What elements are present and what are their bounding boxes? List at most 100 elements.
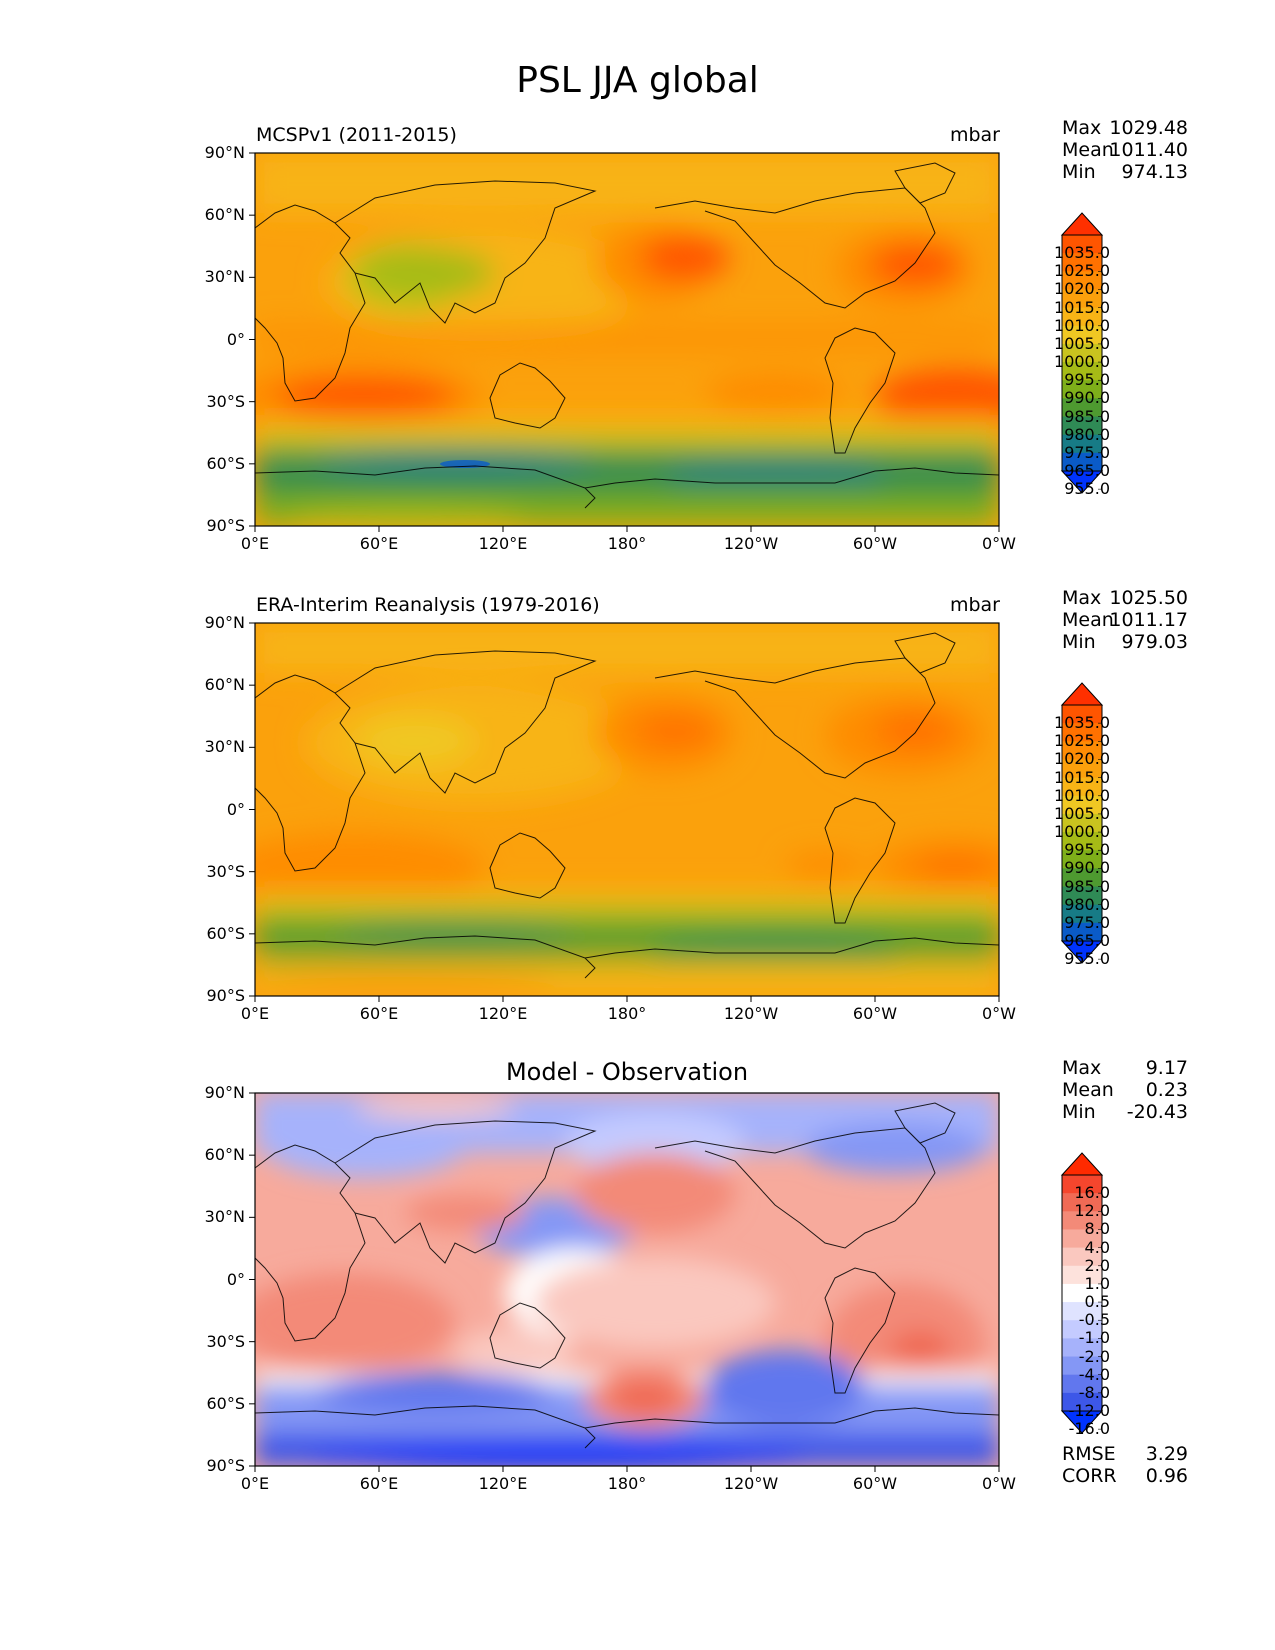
colorbar-tick-label: 16.0: [1074, 1183, 1110, 1203]
colorbar-band: [1062, 1175, 1102, 1194]
lon-tick-label: 0°E: [240, 1474, 270, 1493]
colorbar-band: [1062, 1320, 1102, 1339]
colorbar-tick-label: 980.0: [1064, 894, 1110, 914]
stat-value: 979.03: [1121, 631, 1188, 653]
colorbar-band: [1062, 271, 1102, 290]
stat-label: Min: [1062, 631, 1096, 653]
colorbar-band: [1062, 759, 1102, 779]
lon-tick-label: 120°W: [723, 1004, 779, 1023]
lat-tick-label: 60°N: [204, 1145, 245, 1165]
stat-label: Min: [1062, 161, 1096, 183]
stat-value: 1011.40: [1109, 139, 1188, 161]
lat-tick-label: 90°N: [204, 613, 245, 632]
colorbar-band: [1062, 1265, 1102, 1285]
lat-tick-label: 90°S: [206, 516, 245, 535]
colorbar-tick-label: 1000.0: [1054, 822, 1110, 842]
colorbar-tick-label: 1035.0: [1054, 713, 1110, 733]
colorbar-band: [1062, 380, 1102, 399]
colorbar-band: [1062, 922, 1102, 942]
lat-tick-label: 30°N: [204, 1207, 245, 1227]
colorbar-band: [1062, 723, 1102, 742]
colorbar-tick-label: 1020.0: [1054, 749, 1110, 769]
stat-value: 1011.17: [1109, 609, 1188, 631]
stat-label: Max: [1062, 117, 1102, 139]
colorbar-tick-label: 975.0: [1064, 912, 1110, 932]
colorbar-tick-label: -8.0: [1078, 1382, 1110, 1402]
lat-tick-label: 0°: [226, 1269, 245, 1289]
lon-tick-label: 180°: [607, 1474, 647, 1493]
colorbar-max-extension: [1060, 1152, 1104, 1176]
colorbar-band: [1062, 886, 1102, 906]
coastlines: [255, 162, 999, 509]
colorbar-band: [1062, 777, 1102, 797]
colorbar-tick-label: 965.0: [1064, 931, 1110, 950]
colorbar-tick-label: 1015.0: [1054, 767, 1110, 787]
lat-tick-label: 30°S: [206, 1331, 245, 1351]
lon-tick-label: 60°E: [359, 534, 399, 553]
colorbar-tick-label: -12.0: [1068, 1401, 1110, 1420]
lon-tick-label: 0°E: [240, 534, 270, 553]
lat-tick-label: 60°N: [204, 205, 245, 225]
colorbar-tick-label: 955.0: [1064, 949, 1110, 969]
colorbar-tick-label: 980.0: [1064, 424, 1110, 444]
colorbar-band: [1062, 741, 1102, 760]
lon-tick-label: 120°E: [478, 1474, 528, 1493]
colorbar-tick-label: 12.0: [1074, 1201, 1110, 1221]
stat-value: 0.23: [1145, 1079, 1188, 1101]
colorbar-band: [1062, 235, 1102, 254]
colorbar-tick-label: 1005.0: [1054, 333, 1110, 353]
stat-label: Mean: [1062, 139, 1114, 161]
coastlines: [255, 1102, 999, 1449]
colorbar-band: [1062, 1374, 1102, 1394]
panel-units-model: mbar: [949, 124, 1000, 146]
stat-value: -20.43: [1126, 1101, 1188, 1123]
panel-title-obs: ERA-Interim Reanalysis (1979-2016): [256, 594, 600, 616]
lat-tick-label: 60°S: [206, 453, 245, 473]
lon-tick-label: 120°E: [478, 534, 528, 553]
colorbar-band: [1062, 416, 1102, 436]
colorbar-tick-label: 2.0: [1084, 1255, 1110, 1275]
rmse-value: 3.29: [1145, 1443, 1188, 1465]
colorbar-tick-label: 975.0: [1064, 442, 1110, 462]
colorbar-band: [1062, 289, 1102, 309]
panel-units-obs: mbar: [949, 594, 1000, 616]
colorbar-tick-label: 995.0: [1064, 840, 1110, 860]
lon-tick-label: 60°E: [359, 1474, 399, 1493]
stat-value: 1025.50: [1109, 587, 1188, 609]
lat-tick-label: 0°: [226, 799, 245, 819]
colorbar-tick-label: 1025.0: [1054, 731, 1110, 751]
colorbar-tick-label: 0.5: [1084, 1292, 1110, 1312]
colorbar-tick-label: -0.5: [1078, 1310, 1110, 1330]
colorbar-band: [1062, 1356, 1102, 1376]
lat-tick-label: 60°N: [204, 675, 245, 695]
lon-tick-label: 120°W: [723, 534, 779, 553]
colorbar-tick-label: -16.0: [1068, 1419, 1110, 1439]
stat-label: Mean: [1062, 1079, 1114, 1101]
stat-label: Min: [1062, 1101, 1096, 1123]
lat-tick-label: 90°N: [204, 143, 245, 162]
lon-tick-label: 60°W: [852, 1474, 898, 1493]
colorbar-tick-label: 1010.0: [1054, 785, 1110, 805]
colorbar-band: [1062, 1211, 1102, 1230]
colorbar-band: [1062, 795, 1102, 815]
colorbar-tick-label: 1025.0: [1054, 261, 1110, 281]
lat-tick-label: 60°S: [206, 923, 245, 943]
lat-tick-label: 30°N: [204, 267, 245, 287]
colorbars: [1060, 212, 1104, 1434]
colorbar-tick-label: 965.0: [1064, 461, 1110, 480]
map-panel-diff: [254, 1092, 1000, 1467]
colorbar-band: [1062, 904, 1102, 924]
lat-tick-label: 90°N: [204, 1083, 245, 1102]
lat-tick-label: 30°S: [206, 861, 245, 881]
colorbar-tick-label: 995.0: [1064, 370, 1110, 390]
corr-value: 0.96: [1145, 1465, 1188, 1487]
colorbar-band: [1062, 868, 1102, 888]
colorbar-band: [1062, 398, 1102, 418]
colorbar-tick-label: 1005.0: [1054, 803, 1110, 823]
colorbar-band: [1062, 434, 1102, 454]
colorbar-max-extension: [1060, 682, 1104, 706]
pressure-field-obs: [255, 623, 999, 996]
colorbar-tick-label: 1020.0: [1054, 279, 1110, 299]
colorbar-band: [1062, 1283, 1102, 1303]
